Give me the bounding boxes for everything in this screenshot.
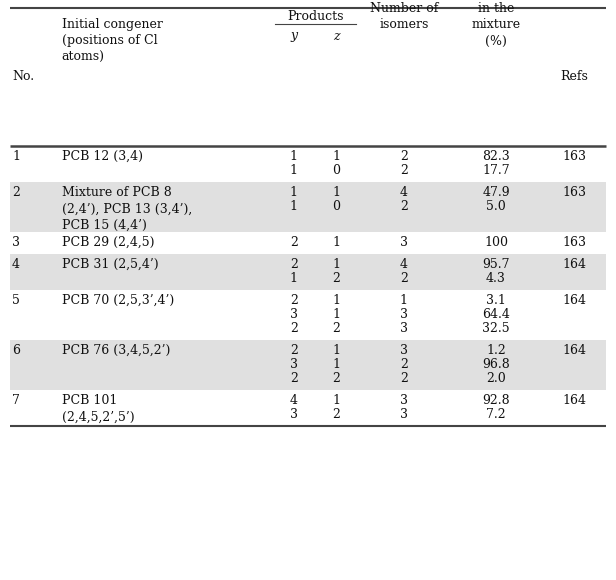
- Text: 17.7: 17.7: [482, 164, 510, 177]
- Text: 2: 2: [290, 372, 298, 385]
- Text: 1: 1: [333, 358, 341, 371]
- Text: 2: 2: [12, 186, 20, 199]
- Text: Content
in the
mixture
(%): Content in the mixture (%): [471, 0, 521, 48]
- Text: 3: 3: [400, 236, 408, 249]
- Text: 2.0: 2.0: [486, 372, 506, 385]
- Text: 1: 1: [333, 308, 341, 321]
- Text: 4: 4: [400, 258, 408, 271]
- Text: 4.3: 4.3: [486, 272, 506, 285]
- Text: 4: 4: [12, 258, 20, 271]
- Text: 1: 1: [290, 186, 298, 199]
- Bar: [10, 182, 606, 232]
- Text: 6: 6: [12, 344, 20, 357]
- Text: 2: 2: [400, 164, 408, 177]
- Text: 2: 2: [333, 272, 340, 285]
- Text: Initial congener
(positions of Cl
atoms): Initial congener (positions of Cl atoms): [62, 18, 163, 64]
- Text: 3: 3: [12, 236, 20, 249]
- Text: 47.9: 47.9: [482, 186, 510, 199]
- Text: 2: 2: [333, 322, 340, 335]
- Text: 2: 2: [290, 322, 298, 335]
- Text: 1: 1: [290, 150, 298, 163]
- Text: 95.7: 95.7: [482, 258, 510, 271]
- Text: 3.1: 3.1: [486, 294, 506, 307]
- Text: 0: 0: [333, 164, 341, 177]
- Text: 4: 4: [400, 186, 408, 199]
- Text: 1: 1: [290, 200, 298, 213]
- Text: 3: 3: [290, 308, 298, 321]
- Text: Number of
isomers: Number of isomers: [370, 2, 438, 31]
- Bar: [10, 340, 606, 390]
- Bar: [10, 232, 606, 254]
- Text: 1: 1: [400, 294, 408, 307]
- Text: 7.2: 7.2: [486, 408, 506, 421]
- Text: 1: 1: [290, 272, 298, 285]
- Text: 5.0: 5.0: [486, 200, 506, 213]
- Text: 92.8: 92.8: [482, 394, 510, 407]
- Text: 2: 2: [290, 258, 298, 271]
- Text: 1: 1: [333, 186, 341, 199]
- Text: 1: 1: [333, 294, 341, 307]
- Text: 5: 5: [12, 294, 20, 307]
- Text: z: z: [333, 30, 339, 42]
- Text: 2: 2: [333, 372, 340, 385]
- Text: 1: 1: [333, 394, 341, 407]
- Text: 1: 1: [12, 150, 20, 163]
- Text: Products: Products: [287, 10, 343, 23]
- Text: 7: 7: [12, 394, 20, 407]
- Bar: [10, 146, 606, 182]
- Text: 3: 3: [400, 322, 408, 335]
- Text: No.: No.: [12, 71, 34, 84]
- Text: 164: 164: [562, 294, 586, 307]
- Bar: [10, 290, 606, 340]
- Text: 1.2: 1.2: [486, 344, 506, 357]
- Text: 163: 163: [562, 236, 586, 249]
- Text: PCB 12 (3,4): PCB 12 (3,4): [62, 150, 143, 163]
- Text: 2: 2: [290, 344, 298, 357]
- Text: 2: 2: [400, 372, 408, 385]
- Text: 2: 2: [400, 358, 408, 371]
- Text: PCB 76 (3,4,5,2’): PCB 76 (3,4,5,2’): [62, 344, 170, 357]
- Text: 1: 1: [333, 258, 341, 271]
- Text: 2: 2: [400, 200, 408, 213]
- Text: 4: 4: [290, 394, 298, 407]
- Bar: [10, 254, 606, 290]
- Bar: [10, 390, 606, 426]
- Text: PCB 31 (2,5,4’): PCB 31 (2,5,4’): [62, 258, 158, 271]
- Text: 1: 1: [333, 150, 341, 163]
- Text: 3: 3: [290, 408, 298, 421]
- Text: 2: 2: [400, 150, 408, 163]
- Text: 164: 164: [562, 394, 586, 407]
- Text: 0: 0: [333, 200, 341, 213]
- Text: 1: 1: [333, 236, 341, 249]
- Text: 32.5: 32.5: [482, 322, 510, 335]
- Text: 164: 164: [562, 258, 586, 271]
- Text: 163: 163: [562, 150, 586, 163]
- Text: 3: 3: [400, 308, 408, 321]
- Text: PCB 70 (2,5,3’,4’): PCB 70 (2,5,3’,4’): [62, 294, 174, 307]
- Text: 2: 2: [290, 294, 298, 307]
- Text: PCB 29 (2,4,5): PCB 29 (2,4,5): [62, 236, 154, 249]
- Text: Refs: Refs: [560, 71, 588, 84]
- Text: 1: 1: [290, 164, 298, 177]
- Text: 2: 2: [400, 272, 408, 285]
- Text: 164: 164: [562, 344, 586, 357]
- Text: 2: 2: [290, 236, 298, 249]
- Text: 96.8: 96.8: [482, 358, 510, 371]
- Text: 1: 1: [333, 344, 341, 357]
- Text: PCB 101
(2,4,5,2’,5’): PCB 101 (2,4,5,2’,5’): [62, 394, 134, 423]
- Text: 3: 3: [400, 408, 408, 421]
- Text: 82.3: 82.3: [482, 150, 510, 163]
- Text: 64.4: 64.4: [482, 308, 510, 321]
- Text: Mixture of PCB 8
(2,4’), PCB 13 (3,4’),
PCB 15 (4,4’): Mixture of PCB 8 (2,4’), PCB 13 (3,4’), …: [62, 186, 192, 232]
- Text: 100: 100: [484, 236, 508, 249]
- Text: 163: 163: [562, 186, 586, 199]
- Text: 3: 3: [290, 358, 298, 371]
- Text: 3: 3: [400, 394, 408, 407]
- Text: 3: 3: [400, 344, 408, 357]
- Text: 2: 2: [333, 408, 340, 421]
- Text: y: y: [290, 30, 298, 42]
